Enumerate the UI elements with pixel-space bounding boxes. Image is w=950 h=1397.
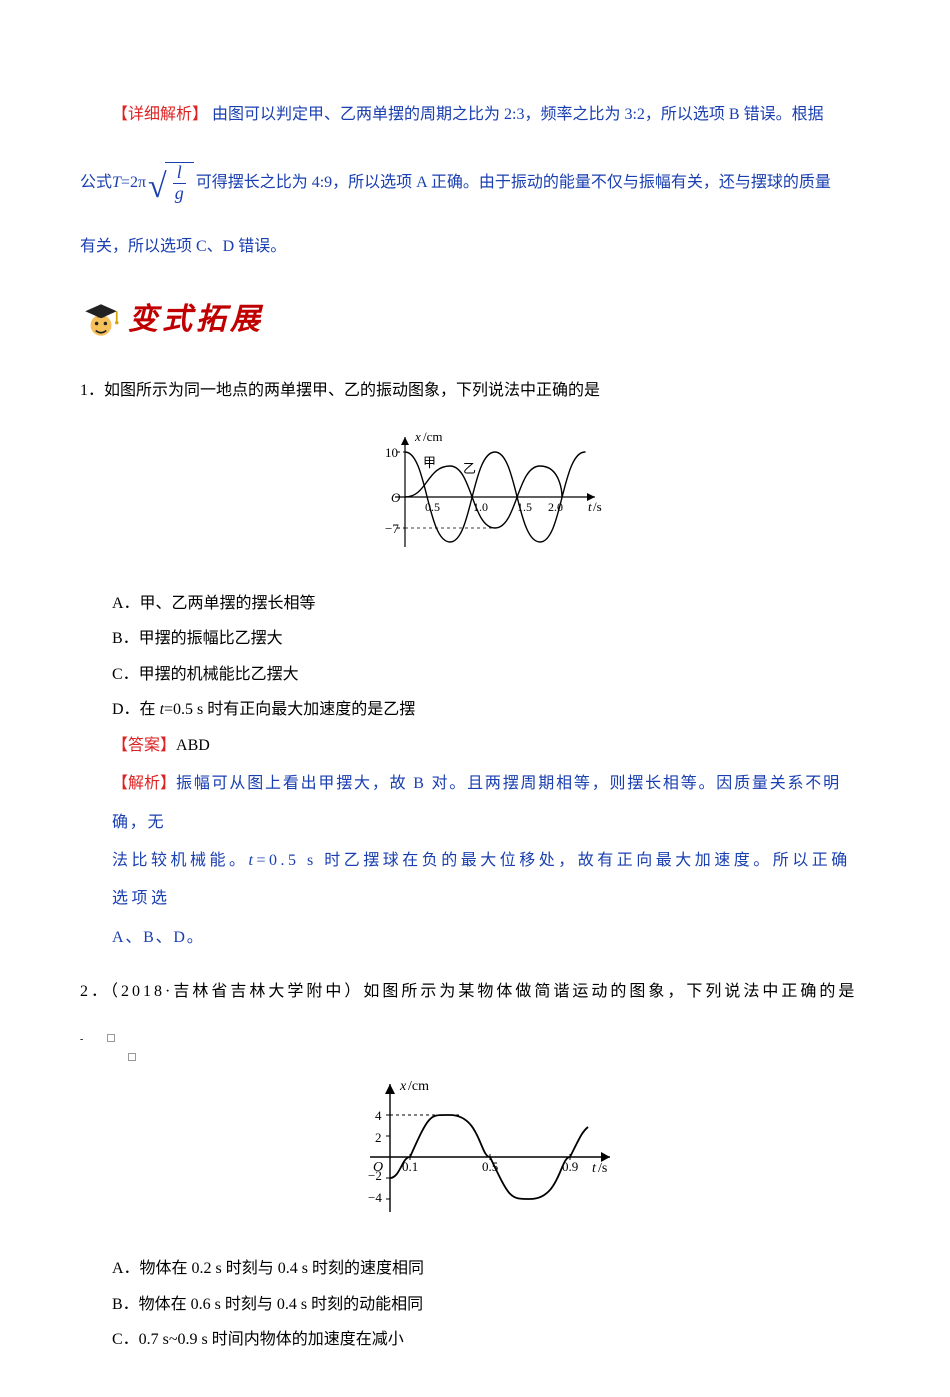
q1-opt-d: D．在 t=0.5 s 时有正向最大加速度的是乙摆 <box>112 692 870 727</box>
svg-text:/s: /s <box>598 1161 607 1176</box>
analysis-formula-line: 公式 T =2π √ l g 可得摆长之比为 4:9，所以选项 A 正确。由于振… <box>80 162 870 204</box>
variation-banner: 变式拓展 <box>80 284 870 356</box>
q2-opt-c: C．0.7 s~0.9 s 时间内物体的加速度在减小 <box>112 1322 870 1357</box>
q1-options: A．甲、乙两单摆的摆长相等 B．甲摆的振幅比乙摆大 C．甲摆的机械能比乙摆大 D… <box>112 586 870 727</box>
q2-opt-a: A．物体在 0.2 s 时刻与 0.4 s 时刻的速度相同 <box>112 1251 870 1286</box>
svg-text:甲: 甲 <box>423 455 436 470</box>
question-2: 2．（2018·吉林省吉林大学附中）如图所示为某物体做简谐运动的图象，下列说法中… <box>80 973 870 1357</box>
placeholder-marks: - <box>80 1028 870 1066</box>
svg-text:0.5: 0.5 <box>425 500 440 514</box>
svg-text:−2: −2 <box>368 1168 382 1183</box>
svg-text:x: x <box>414 429 421 444</box>
svg-text:−4: −4 <box>368 1190 382 1205</box>
q1-answer-line: 【答案】ABD <box>112 727 870 765</box>
q2-chart: x /cm t /s O 4 2 −2 −4 0.1 0.5 0.9 <box>330 1072 620 1222</box>
q1-answer: ABD <box>176 737 210 754</box>
q2-options: A．物体在 0.2 s 时刻与 0.4 s 时刻的速度相同 B．物体在 0.6 … <box>112 1251 870 1357</box>
q1-figure: x /cm t /s O 10 −7 0.5 1.0 1.5 2.0 甲 乙 <box>80 427 870 572</box>
q1-opt-b: B．甲摆的振幅比乙摆大 <box>112 621 870 656</box>
q1-chart: x /cm t /s O 10 −7 0.5 1.0 1.5 2.0 甲 乙 <box>345 427 605 557</box>
question-1: 1．如图所示为同一地点的两单摆甲、乙的振动图象，下列说法中正确的是 x /cm … <box>80 372 870 957</box>
analysis-block: 【详细解析】 由图可以判定甲、乙两单摆的周期之比为 2:3，频率之比为 3:2，… <box>80 96 870 266</box>
svg-text:乙: 乙 <box>463 461 476 476</box>
svg-text:t: t <box>592 1161 597 1176</box>
analysis-part1: 由图可以判定甲、乙两单摆的周期之比为 2:3，频率之比为 3:2，所以选项 B … <box>212 106 824 123</box>
period-formula: T =2π √ l g <box>112 162 196 204</box>
analysis-line1: 【详细解析】 由图可以判定甲、乙两单摆的周期之比为 2:3，频率之比为 3:2，… <box>80 96 870 134</box>
banner-text: 变式拓展 <box>128 284 264 356</box>
svg-text:4: 4 <box>375 1108 382 1123</box>
answer-label: 【答案】 <box>112 737 176 754</box>
sqrt-icon: √ l g <box>148 162 194 204</box>
analysis-part2: 可得摆长之比为 4:9，所以选项 A 正确。由于振动的能量不仅与振幅有关，还与摆… <box>196 164 831 202</box>
svg-text:/s: /s <box>593 499 602 514</box>
svg-text:/cm: /cm <box>423 429 443 444</box>
q1-opt-c: C．甲摆的机械能比乙摆大 <box>112 657 870 692</box>
svg-text:0.5: 0.5 <box>482 1159 498 1174</box>
q1-stem: 1．如图所示为同一地点的两单摆甲、乙的振动图象，下列说法中正确的是 <box>80 372 870 410</box>
analysis-part3: 有关，所以选项 C、D 错误。 <box>80 228 870 266</box>
svg-text:O: O <box>391 490 401 505</box>
q2-figure: x /cm t /s O 4 2 −2 −4 0.1 0.5 0.9 <box>80 1072 870 1237</box>
svg-text:10: 10 <box>385 445 398 460</box>
formula-prefix: 公式 <box>80 164 112 202</box>
q2-stem: 2．（2018·吉林省吉林大学附中）如图所示为某物体做简谐运动的图象，下列说法中… <box>80 973 870 1011</box>
grad-cap-icon <box>80 299 122 341</box>
svg-text:/cm: /cm <box>408 1079 429 1094</box>
svg-text:t: t <box>588 499 592 514</box>
explain-label: 【解析】 <box>112 775 176 792</box>
svg-text:2: 2 <box>375 1130 382 1145</box>
q1-explain: 【解析】振幅可从图上看出甲摆大，故 B 对。且两摆周期相等，则摆长相等。因质量关… <box>112 765 870 957</box>
q2-opt-b: B．物体在 0.6 s 时刻与 0.4 s 时刻的动能相同 <box>112 1287 870 1322</box>
analysis-label: 【详细解析】 <box>112 106 208 123</box>
q1-opt-a: A．甲、乙两单摆的摆长相等 <box>112 586 870 621</box>
svg-text:x: x <box>399 1079 407 1094</box>
